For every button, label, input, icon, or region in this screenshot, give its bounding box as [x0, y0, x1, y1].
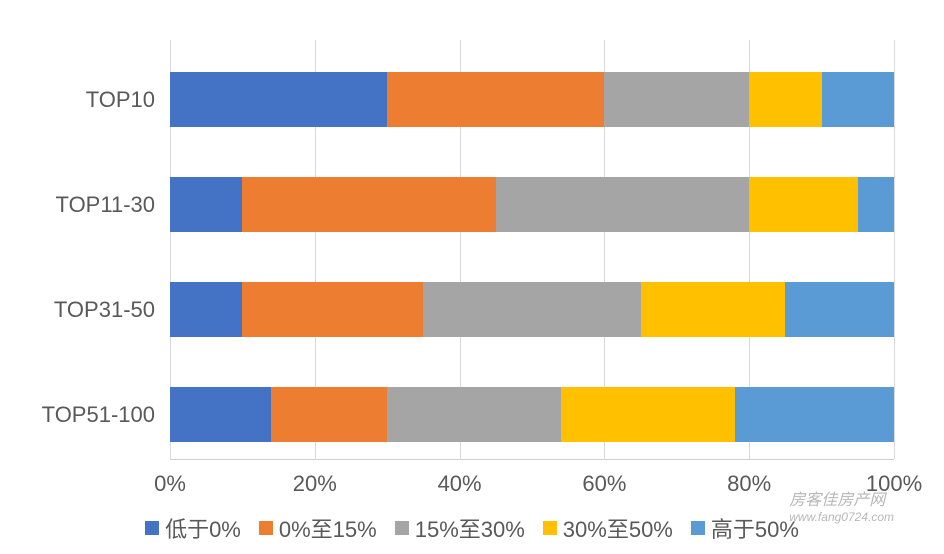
bar-segment	[170, 72, 387, 127]
bar-segment	[242, 177, 495, 232]
legend-swatch	[691, 521, 705, 535]
bar-segment	[604, 72, 749, 127]
x-tick-label: 40%	[438, 471, 482, 497]
bar-row	[170, 72, 894, 127]
legend-item: 0%至15%	[259, 512, 377, 544]
legend-swatch	[145, 521, 159, 535]
bar-segment	[387, 387, 561, 442]
x-tick-label: 20%	[293, 471, 337, 497]
bar-segment	[242, 282, 423, 337]
x-tick-label: 100%	[866, 471, 922, 497]
bar-segment	[749, 177, 858, 232]
bar-segment	[561, 387, 735, 442]
bar-row	[170, 177, 894, 232]
bar-segment	[735, 387, 894, 442]
y-category-label: TOP10	[20, 72, 155, 127]
x-axis-labels: 0%20%40%60%80%100%	[170, 465, 894, 495]
bar-row	[170, 387, 894, 442]
legend-label: 0%至15%	[279, 512, 377, 544]
legend-item: 高于50%	[691, 512, 799, 544]
legend-swatch	[543, 521, 557, 535]
y-category-label: TOP31-50	[20, 282, 155, 337]
legend-label: 15%至30%	[415, 512, 525, 544]
bar-segment	[387, 72, 604, 127]
bar-segment	[785, 282, 894, 337]
x-tick-label: 60%	[582, 471, 626, 497]
bar-segment	[423, 282, 640, 337]
legend-swatch	[395, 521, 409, 535]
legend: 低于0% 0%至15% 15%至30% 30%至50% 高于50%	[30, 512, 914, 544]
legend-item: 低于0%	[145, 512, 241, 544]
legend-label: 30%至50%	[563, 512, 673, 544]
bar-segment	[170, 177, 242, 232]
bar-segment	[749, 72, 821, 127]
bar-segment	[170, 387, 271, 442]
bar-segment	[271, 387, 387, 442]
bar-segment	[170, 282, 242, 337]
x-tick-label: 80%	[727, 471, 771, 497]
legend-label: 低于0%	[165, 512, 241, 544]
legend-label: 高于50%	[711, 512, 799, 544]
bar-segment	[641, 282, 786, 337]
bar-row	[170, 282, 894, 337]
legend-item: 30%至50%	[543, 512, 673, 544]
bar-segment	[496, 177, 749, 232]
y-axis-labels: TOP10TOP11-30TOP31-50TOP51-100	[30, 40, 165, 460]
legend-swatch	[259, 521, 273, 535]
bar-segment	[858, 177, 894, 232]
plot-area	[170, 40, 894, 460]
legend-item: 15%至30%	[395, 512, 525, 544]
y-category-label: TOP51-100	[20, 387, 155, 442]
x-tick-label: 0%	[154, 471, 186, 497]
bar-segment	[822, 72, 894, 127]
y-category-label: TOP11-30	[20, 177, 155, 232]
stacked-bar-chart: TOP10TOP11-30TOP31-50TOP51-100 0% 20% 40% 6…	[30, 20, 914, 544]
gridline	[894, 40, 895, 459]
